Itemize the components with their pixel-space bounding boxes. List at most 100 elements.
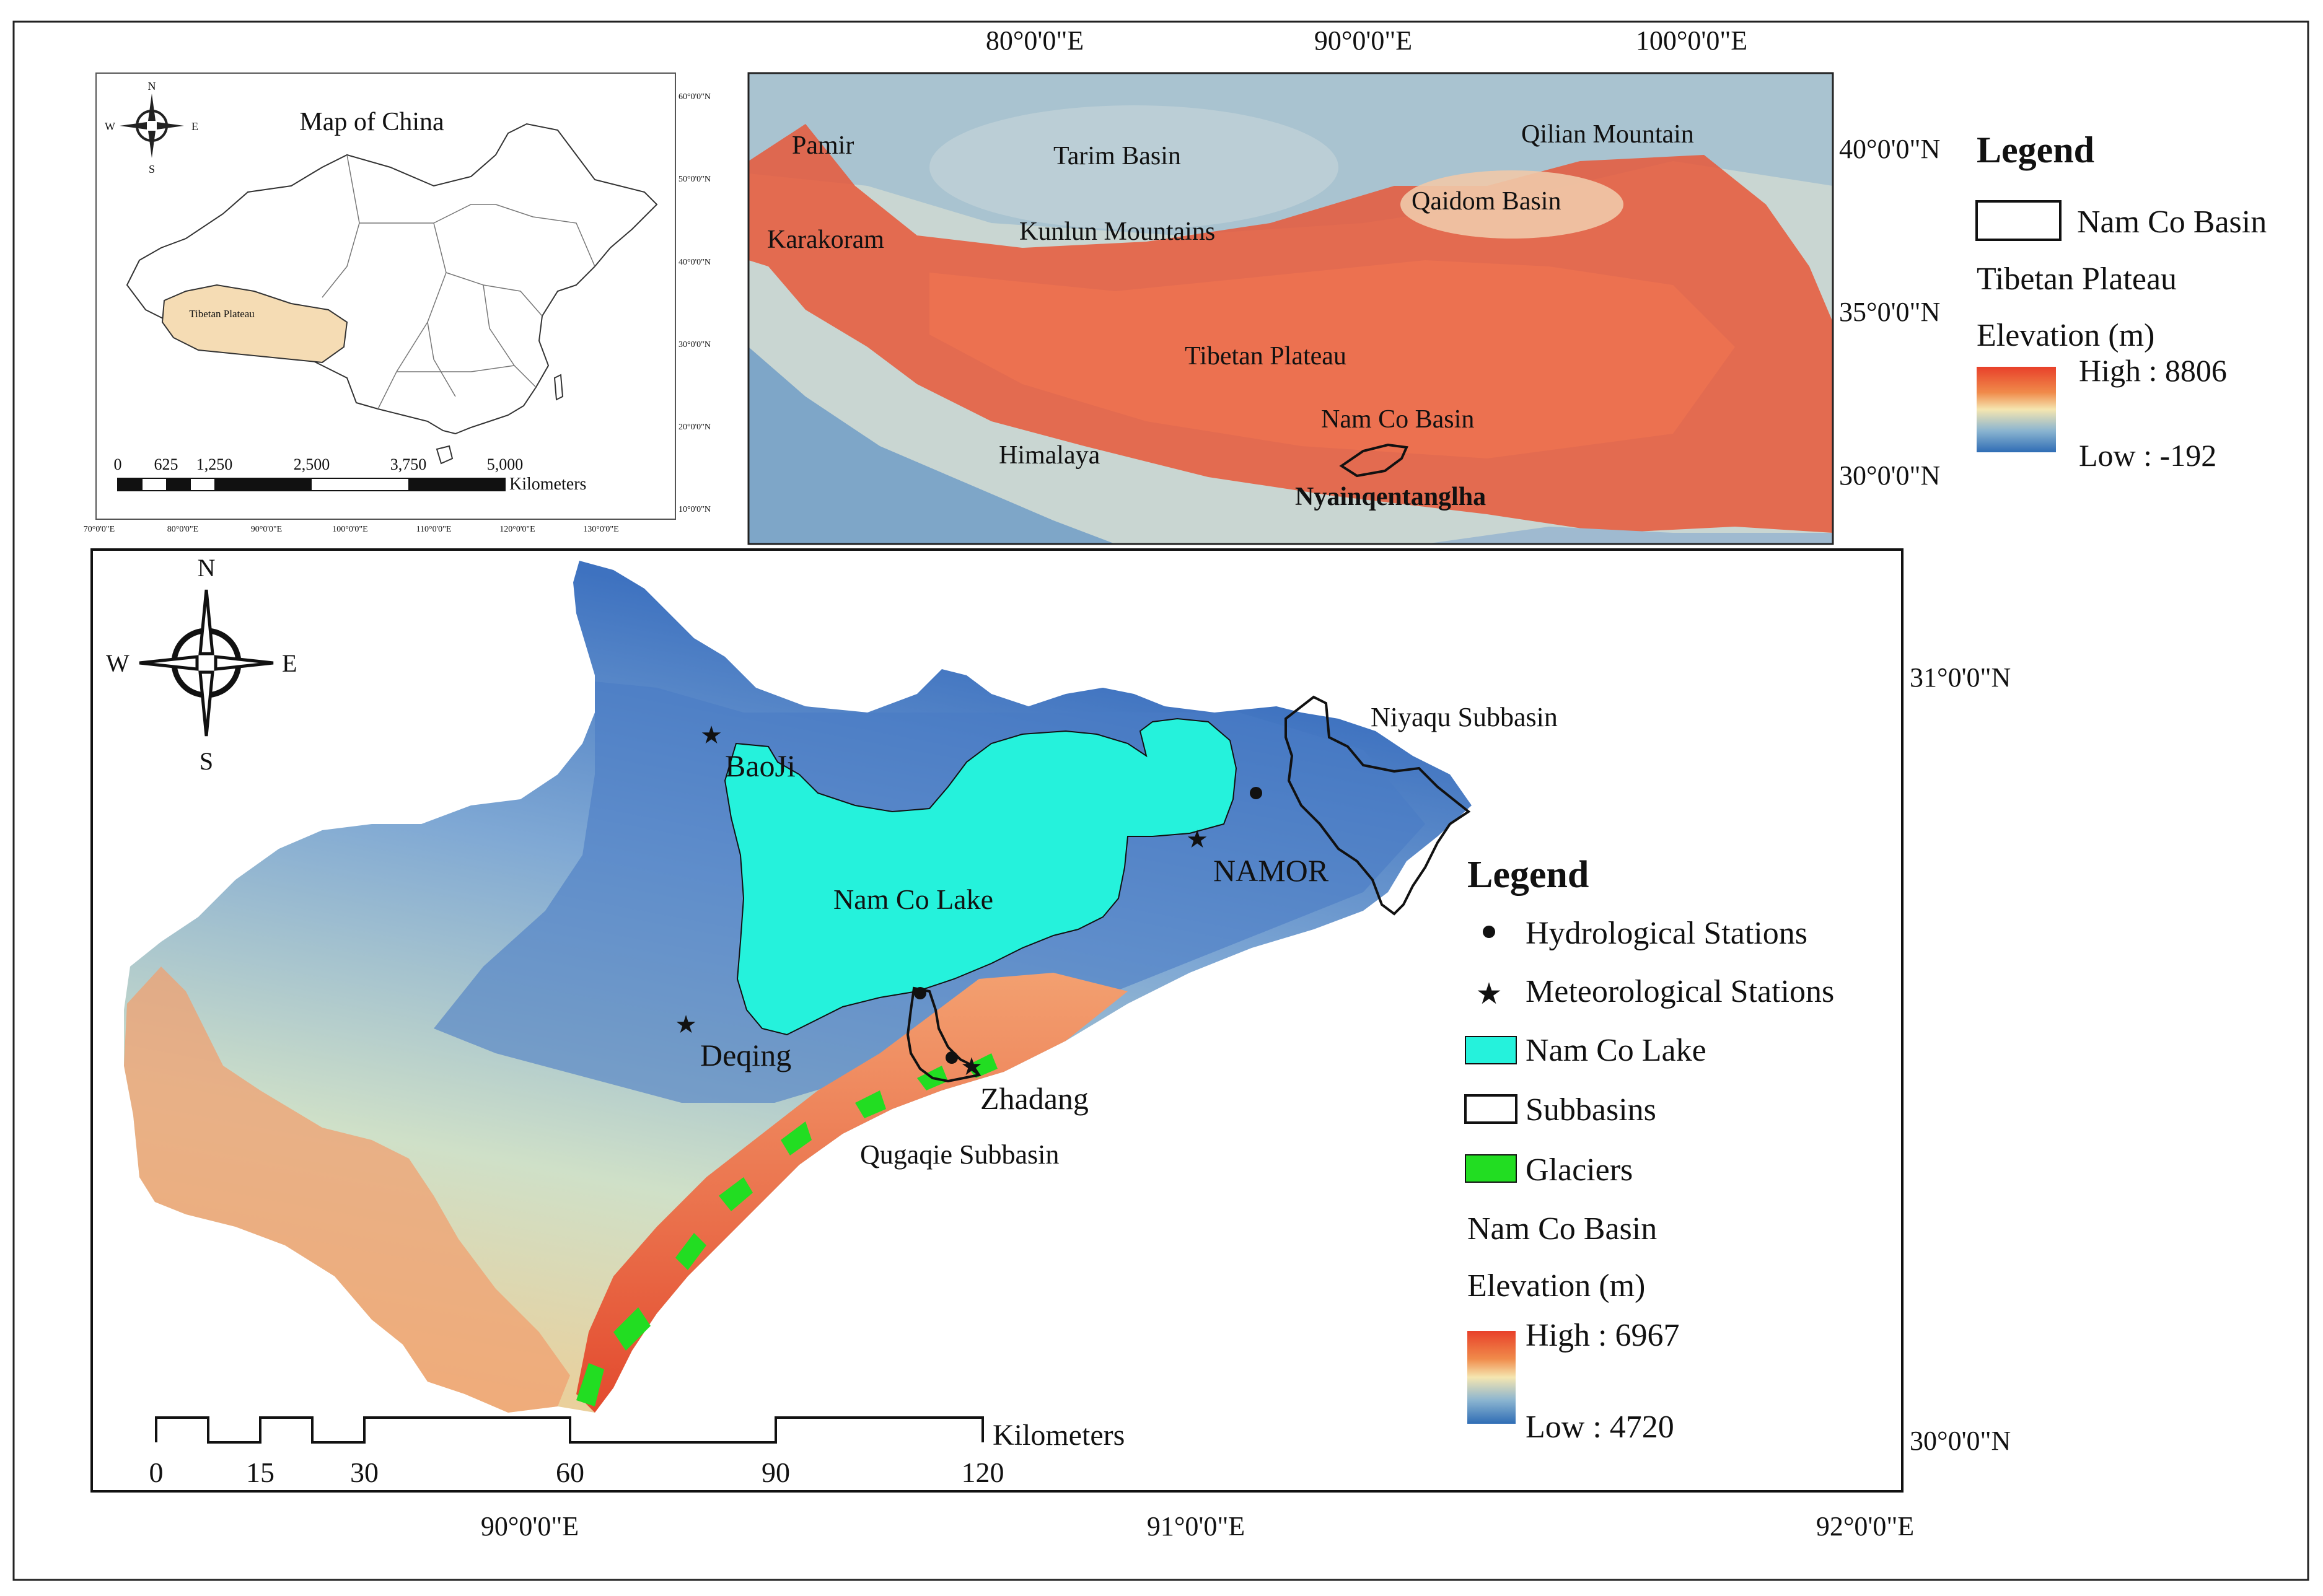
svg-text:2,500: 2,500 (294, 455, 330, 473)
label-baoji: BaoJi (725, 748, 796, 783)
label-namco-basin: Nam Co Basin (1321, 405, 1474, 434)
svg-text:N: N (148, 80, 156, 92)
svg-text:70°0'0"E: 70°0'0"E (84, 525, 115, 534)
glaciers (576, 1053, 998, 1406)
meteorological-stations: ★ ★ ★ ★ (675, 721, 1208, 1081)
svg-text:10°0'0"N: 10°0'0"N (678, 505, 711, 514)
basin-lat-30: 30°0'0"N (1910, 1426, 2011, 1456)
label-niyaqu: Niyaqu Subbasin (1371, 702, 1558, 732)
niyaqu-subbasin (1284, 695, 1471, 916)
svg-text:15: 15 (246, 1457, 274, 1488)
legend-elev-low: Low : 4720 (1526, 1410, 1674, 1445)
legend-hydro-icon (1483, 926, 1495, 938)
basin-lon-92: 92°0'0"E (1816, 1511, 1914, 1541)
plateau-lon-80: 80°0'0"E (986, 25, 1084, 56)
legend-subbasin-label: Subbasins (1526, 1092, 1656, 1128)
legend-elev-title-2: Elevation (m) (1467, 1268, 1645, 1304)
svg-text:S: S (149, 163, 155, 175)
bottom-legend-title: Legend (1467, 854, 1589, 896)
taiwan-island (553, 374, 564, 401)
label-tarim: Tarim Basin (1053, 142, 1181, 170)
legend-subbasin-swatch (1464, 1094, 1517, 1124)
plateau-lat-35: 35°0'0"N (1839, 297, 1940, 327)
basin-lat-31: 31°0'0"N (1910, 662, 2011, 693)
china-outline (126, 123, 658, 435)
legend-elev-high: High : 6967 (1526, 1318, 1679, 1353)
plateau-lat-30: 30°0'0"N (1839, 460, 1940, 491)
svg-text:3,750: 3,750 (390, 455, 427, 473)
legend-lake-label: Nam Co Lake (1526, 1033, 1706, 1068)
star-namor-icon: ★ (1186, 825, 1208, 853)
china-lon-labels: 70°0'0"E 80°0'0"E 90°0'0"E 100°0'0"E 110… (84, 525, 619, 534)
svg-text:625: 625 (154, 455, 178, 473)
plateau-lon-90: 90°0'0"E (1314, 25, 1412, 56)
svg-text:90: 90 (762, 1457, 790, 1488)
hainan-island (436, 445, 454, 465)
top-legend-gradient (1977, 367, 2056, 452)
label-deqing: Deqing (700, 1038, 791, 1072)
star-baoji-icon: ★ (700, 721, 722, 749)
svg-text:E: E (282, 649, 297, 677)
top-legend-low: Low : -192 (2079, 438, 2216, 473)
top-legend-title: Legend (1977, 129, 2094, 170)
china-scale-bar: 0 625 1,250 2,500 3,750 5,000 Kilometers (114, 455, 587, 494)
tibet-label: Tibetan Plateau (189, 308, 255, 320)
china-compass-icon: N S E W (105, 80, 198, 175)
legend-elev-gradient (1467, 1331, 1516, 1424)
plateau-lat-40: 40°0'0"N (1839, 134, 1940, 164)
plateau-lon-100: 100°0'0"E (1636, 25, 1747, 56)
svg-text:50°0'0"N: 50°0'0"N (678, 175, 711, 184)
qugaqie-subbasin (906, 986, 981, 1083)
china-map-title: Map of China (299, 108, 444, 136)
svg-text:110°0'0"E: 110°0'0"E (416, 525, 452, 534)
svg-text:S: S (200, 747, 213, 775)
svg-text:5,000: 5,000 (487, 455, 524, 473)
top-legend-basin-swatch (1975, 200, 2062, 241)
plateau-map-panel: Pamir Tarim Basin Qilian Mountain Qaidom… (747, 25, 1940, 545)
china-map-panel: Map of China N S E W Tibetan (84, 72, 711, 534)
legend-glacier-label: Glaciers (1526, 1152, 1633, 1188)
namco-basin-outline-small (1339, 443, 1408, 478)
svg-text:W: W (105, 120, 115, 133)
province-lines (322, 154, 595, 410)
dot-qugaqie-outlet-icon (914, 987, 926, 999)
label-himalaya: Himalaya (999, 441, 1100, 470)
star-zhadang-icon: ★ (960, 1053, 983, 1081)
basin-scale-bar (155, 1416, 984, 1444)
svg-text:0: 0 (114, 455, 122, 473)
star-deqing-icon: ★ (675, 1011, 697, 1038)
dot-zhadang-icon (946, 1051, 958, 1064)
top-legend-high: High : 8806 (2079, 353, 2227, 388)
legend-elev-title-1: Nam Co Basin (1467, 1211, 1657, 1247)
china-lat-labels: 60°0'0"N 50°0'0"N 40°0'0"N 30°0'0"N 20°0… (678, 92, 711, 514)
basin-scale-unit: Kilometers (993, 1419, 1125, 1452)
basin-compass-icon: N S E W (106, 554, 297, 775)
label-kunlun: Kunlun Mountains (1019, 217, 1215, 246)
svg-text:1,250: 1,250 (196, 455, 233, 473)
svg-text:60: 60 (556, 1457, 584, 1488)
svg-text:N: N (198, 554, 216, 582)
legend-meteo-label: Meteorological Stations (1526, 974, 1834, 1009)
svg-text:30: 30 (350, 1457, 379, 1488)
hydrological-stations (914, 787, 1262, 1064)
basin-lon-91: 91°0'0"E (1147, 1511, 1245, 1541)
svg-text:90°0'0"E: 90°0'0"E (251, 525, 282, 534)
top-legend-elev-title-1: Tibetan Plateau (1977, 261, 2177, 297)
label-namor: NAMOR (1213, 853, 1329, 888)
basin-lon-90: 90°0'0"E (481, 1511, 579, 1541)
dot-niyaqu-icon (1250, 787, 1262, 799)
top-legend: Legend Nam Co Basin Tibetan Plateau Elev… (1975, 129, 2267, 473)
basin-map-panel: Nam Co Lake ★ ★ ★ ★ BaoJi NAMOR Deqing Z… (90, 548, 2011, 1541)
svg-text:100°0'0"E: 100°0'0"E (332, 525, 367, 534)
label-zhadang: Zhadang (980, 1081, 1089, 1116)
svg-text:130°0'0"E: 130°0'0"E (583, 525, 618, 534)
svg-text:80°0'0"E: 80°0'0"E (167, 525, 198, 534)
tibet-highlight (161, 284, 348, 364)
legend-glacier-swatch (1465, 1154, 1517, 1183)
top-legend-elev-title-2: Elevation (m) (1977, 318, 2154, 353)
figure-border (12, 20, 2309, 1581)
svg-text:Kilometers: Kilometers (509, 475, 586, 494)
svg-text:120: 120 (962, 1457, 1004, 1488)
svg-text:W: W (106, 649, 130, 677)
